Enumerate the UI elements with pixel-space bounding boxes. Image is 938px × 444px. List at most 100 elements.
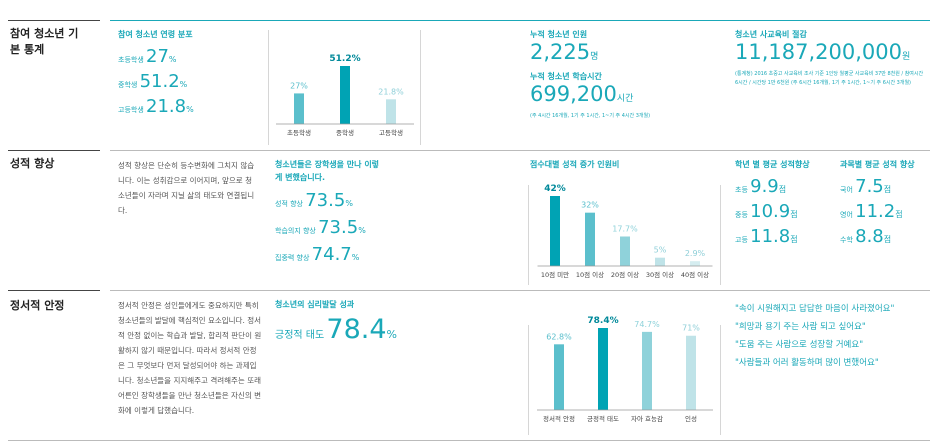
stat-unit: 원 xyxy=(902,52,911,62)
stat: 11,187,200,000원 xyxy=(735,40,910,64)
heading: 청소년들은 장학생을 만나 이렇게 변했습니다. xyxy=(275,160,380,182)
value-label: 51.2% xyxy=(329,54,360,64)
quote: "속이 시원해지고 답답한 마음이 사라졌어요" xyxy=(735,304,895,314)
divider xyxy=(720,185,721,285)
row-unit: 점 xyxy=(883,235,892,244)
note: (통계청) 2016 초중고 사교육비 조사 기준 1인당 월평균 사교육비 3… xyxy=(735,71,924,86)
value-label: 17.7% xyxy=(612,225,638,234)
stat-row: 성적 향상 73.5% xyxy=(275,190,353,214)
category-label: 인성 xyxy=(685,414,697,423)
divider xyxy=(720,325,721,435)
stat: 699,200시간 xyxy=(530,82,633,106)
row-name: 중등 xyxy=(735,211,748,219)
bar xyxy=(655,257,665,266)
rule xyxy=(8,440,930,441)
section-label: 참여 청소년 기본 통계 xyxy=(10,27,79,56)
rule xyxy=(8,20,100,21)
row-unit: 점 xyxy=(790,210,798,219)
row-unit: % xyxy=(186,105,194,114)
stat-row: 중등 10.9점 xyxy=(735,201,798,225)
category-label: 자아 효능감 xyxy=(631,414,663,423)
value-label: 62.8% xyxy=(546,332,572,341)
heading: 청소년 사교육비 절감 xyxy=(735,30,807,39)
heading: 누적 청소년 학습시간 xyxy=(530,72,602,81)
row-unit: % xyxy=(168,55,177,64)
rule xyxy=(110,20,930,21)
row-unit: % xyxy=(179,80,188,89)
value-label: 74.7% xyxy=(634,320,660,329)
row-value: 8.8 xyxy=(855,226,884,247)
stat: 2,225명 xyxy=(530,40,598,64)
quotes: "속이 시원해지고 답답한 마음이 사라졌어요" "희망과 용기 주는 사람 되고… xyxy=(735,300,894,372)
bar xyxy=(690,261,700,266)
category-label: 긍정적 태도 xyxy=(587,414,619,423)
value-label: 21.8% xyxy=(378,87,404,96)
rule xyxy=(8,150,100,151)
stat-row: 국어 7.5점 xyxy=(840,176,891,200)
section-label: 성적 향상 xyxy=(10,157,55,170)
category-label: 40점 이상 xyxy=(681,270,709,279)
quote: "희망과 용기 주는 사람 되고 싶어요" xyxy=(735,322,866,332)
bar xyxy=(585,212,595,266)
row-value: 73.5 xyxy=(305,190,346,211)
rule xyxy=(110,150,930,151)
bar xyxy=(686,335,696,410)
heading: 학년 별 평균 성적향상 xyxy=(735,160,810,169)
stat-row: 집중력 향상 74.7% xyxy=(275,244,359,268)
row-name: 영어 xyxy=(840,211,853,219)
stat-value: 699,200 xyxy=(530,82,617,106)
paragraph: 정서적 안정은 성인들에게도 중요하지만 특히 청소년들의 발달에 핵심적인 요… xyxy=(118,301,262,415)
row-unit: % xyxy=(386,328,397,341)
rule xyxy=(110,290,930,291)
stat-row: 영어 11.2점 xyxy=(840,201,903,225)
stat-unit: 시간 xyxy=(616,94,634,104)
value-label: 2.9% xyxy=(685,249,706,258)
bar xyxy=(554,344,564,410)
row-unit: 점 xyxy=(895,210,903,219)
stat-row: 초등 9.9점 xyxy=(735,176,786,200)
bar xyxy=(386,99,396,124)
row-name: 성적 향상 xyxy=(275,200,303,208)
stat-row: 수학 8.8점 xyxy=(840,226,891,250)
row-unit: 점 xyxy=(778,185,787,194)
category-label: 10점 이상 xyxy=(576,270,604,279)
quote: "도움 주는 사람으로 성장할 거예요" xyxy=(735,340,864,350)
category-label: 고등학생 xyxy=(379,128,403,137)
stat-row: 고등 11.8점 xyxy=(735,226,798,250)
value-label: 78.4% xyxy=(587,316,618,326)
row-value: 10.9 xyxy=(750,201,791,222)
bar xyxy=(642,331,652,410)
row-value: 78.4 xyxy=(326,314,387,345)
row-unit: % xyxy=(351,253,360,262)
row-value: 11.8 xyxy=(750,226,791,247)
value-label: 32% xyxy=(581,201,599,210)
row-name: 국어 xyxy=(840,186,853,194)
row-value: 7.5 xyxy=(855,176,884,197)
row-name: 초등 xyxy=(735,186,748,194)
quote: "사람들과 어러 활동하며 많이 변했어요" xyxy=(735,358,879,368)
category-label: 30점 이상 xyxy=(646,270,674,279)
category-label: 초등학생 xyxy=(287,128,311,137)
heading: 과목별 평균 성적 향상 xyxy=(840,160,915,169)
divider xyxy=(420,30,421,145)
divider xyxy=(268,30,269,145)
row-name: 집중력 향상 xyxy=(275,254,310,262)
row-name: 수학 xyxy=(840,236,853,244)
row-name: 초등학생 xyxy=(118,56,144,64)
value-label: 27% xyxy=(290,81,308,90)
row-unit: 점 xyxy=(790,235,798,244)
stat-value: 11,187,200,000 xyxy=(735,40,902,64)
row-unit: % xyxy=(358,226,366,235)
row-name: 긍정적 태도 xyxy=(275,330,325,341)
row-name: 고등학생 xyxy=(118,106,144,114)
bar xyxy=(550,196,560,266)
row-value: 21.8 xyxy=(146,96,187,117)
row-name: 중학생 xyxy=(118,81,138,89)
row-name: 고등 xyxy=(735,236,748,244)
row-value: 9.9 xyxy=(750,176,779,197)
chart: 42% 10점 미만 32% 10점 이상 17.7% 20점 이상 5% 30점 이상 2.9… xyxy=(537,184,713,279)
stat-unit: 명 xyxy=(590,52,599,62)
heading: 누적 청소년 인원 xyxy=(530,30,588,39)
heading: 참여 청소년 연령 분포 xyxy=(118,30,193,39)
